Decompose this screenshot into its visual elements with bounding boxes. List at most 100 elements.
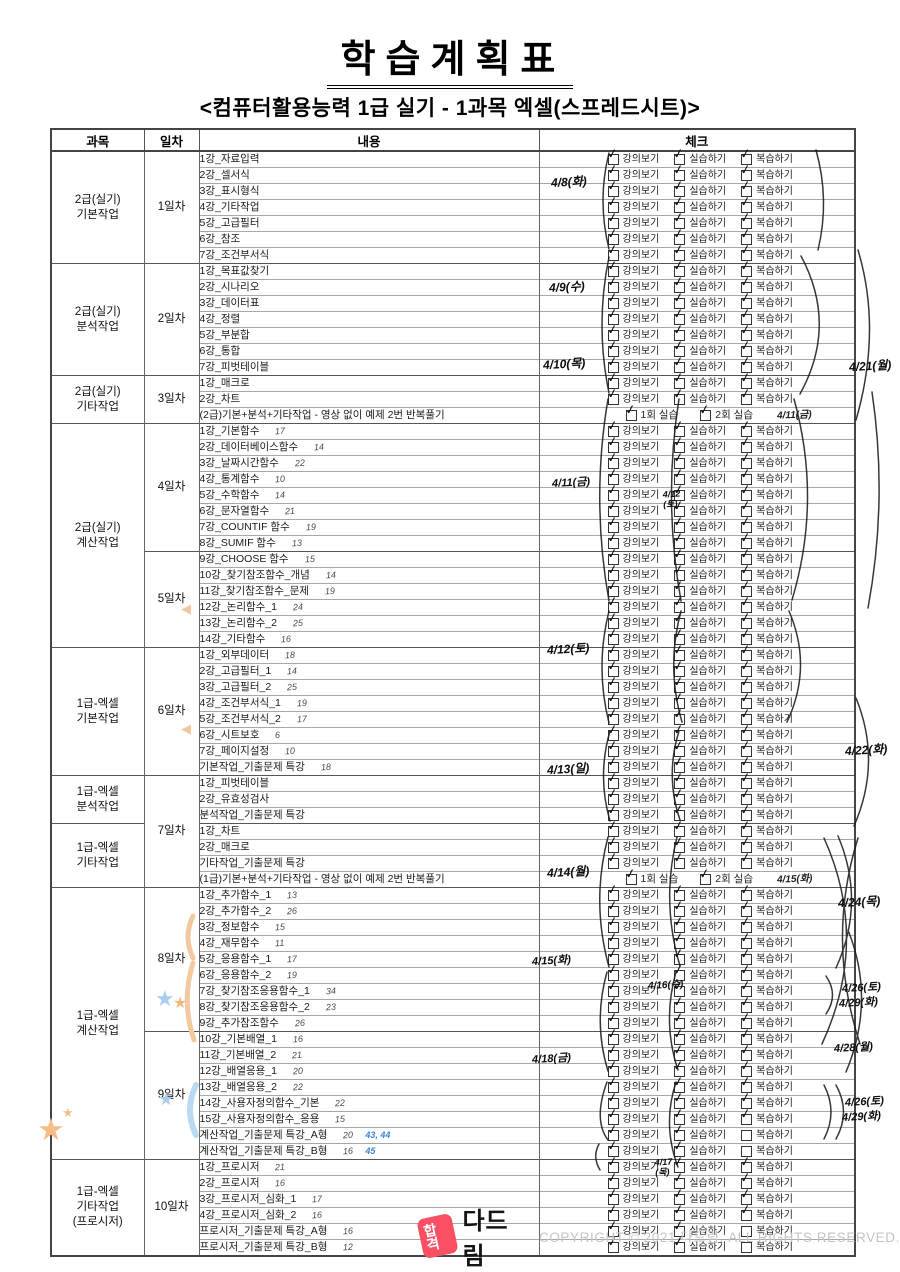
check-item[interactable]: ✓ 복습하기 bbox=[739, 977, 793, 997]
check-item[interactable]: ✓ 복습하기 bbox=[739, 689, 793, 709]
check-item[interactable]: ✓ 실습하기 bbox=[672, 353, 726, 373]
checkbox[interactable]: ✓ bbox=[739, 305, 752, 325]
check-item[interactable]: ✓ 복습하기 bbox=[739, 337, 793, 357]
check-item[interactable]: ✓ 복습하기 bbox=[739, 481, 793, 501]
checkbox[interactable]: ✓ bbox=[739, 289, 752, 309]
checkbox[interactable]: ✓ bbox=[739, 849, 752, 869]
checkbox[interactable]: ✓ bbox=[739, 241, 752, 261]
check-item[interactable]: ✓ 복습하기 bbox=[739, 417, 793, 437]
check-item[interactable]: ✓ 복습하기 bbox=[739, 433, 793, 453]
check-item[interactable]: ✓ 강의보기 bbox=[605, 1233, 659, 1253]
checkbox[interactable]: ✓ bbox=[739, 609, 752, 629]
checkbox[interactable]: ✓ bbox=[739, 1201, 752, 1221]
checkbox[interactable]: ✓ bbox=[672, 161, 685, 181]
checkbox[interactable]: ✓ bbox=[672, 321, 685, 341]
check-item[interactable]: ✓ 복습하기 bbox=[739, 961, 793, 981]
check-item[interactable]: ✓ 복습하기 bbox=[739, 1009, 793, 1029]
check-item[interactable]: ✓ 복습하기 bbox=[739, 593, 793, 613]
checkbox[interactable]: ✓ bbox=[739, 513, 752, 533]
checkbox[interactable]: ✓ bbox=[672, 1057, 685, 1077]
check-item[interactable]: ✓ 복습하기 bbox=[739, 289, 793, 309]
check-item[interactable]: ✓ 실습하기 bbox=[672, 369, 726, 389]
checkbox[interactable]: ✓ bbox=[672, 305, 685, 325]
checkbox[interactable]: ✓ bbox=[739, 593, 752, 613]
check-item[interactable]: ✓ 복습하기 bbox=[739, 145, 793, 165]
checkbox[interactable]: ✓ bbox=[672, 177, 685, 197]
check-item[interactable]: ✓ 실습하기 bbox=[672, 1185, 726, 1205]
checkbox[interactable]: ✓ bbox=[739, 1185, 752, 1205]
checkbox[interactable]: ✓ bbox=[739, 385, 752, 405]
check-item[interactable]: ✓ 복습하기 bbox=[739, 353, 793, 373]
checkbox[interactable]: ✓ bbox=[605, 1201, 619, 1221]
check-item[interactable]: ✓ 강의보기 bbox=[605, 593, 659, 613]
checkbox[interactable]: ✓ bbox=[672, 1185, 685, 1205]
check-item[interactable]: ✓ 복습하기 bbox=[739, 785, 793, 805]
check-item[interactable]: ✓ 복습하기 bbox=[739, 273, 793, 293]
check-item[interactable]: ✓ 복습하기 bbox=[739, 801, 793, 821]
check-item[interactable]: ✓ 복습하기 bbox=[739, 625, 793, 645]
check-item[interactable]: ✓ 실습하기 bbox=[672, 321, 726, 341]
checkbox[interactable]: ✓ bbox=[739, 641, 752, 661]
checkbox[interactable]: ✓ bbox=[623, 401, 637, 421]
checkbox[interactable]: ✓ bbox=[739, 977, 752, 997]
checkbox[interactable]: ✓ bbox=[739, 353, 752, 373]
checkbox[interactable]: ✓ bbox=[605, 385, 619, 405]
check-item[interactable]: ✓ 복습하기 bbox=[739, 225, 793, 245]
checkbox[interactable]: ✓ bbox=[739, 561, 752, 581]
checkbox[interactable]: ✓ bbox=[605, 241, 619, 261]
check-item[interactable]: ✓ 복습하기 bbox=[739, 609, 793, 629]
checkbox[interactable]: ✓ bbox=[672, 385, 685, 405]
checkbox[interactable]: ✓ bbox=[739, 1169, 752, 1189]
check-item[interactable]: ✓ 실습하기 bbox=[672, 1233, 726, 1253]
check-item[interactable]: ✓ 복습하기 bbox=[739, 1089, 793, 1109]
checkbox[interactable]: ✓ bbox=[739, 193, 752, 213]
check-item[interactable]: ✓ 실습하기 bbox=[672, 1057, 726, 1077]
check-item[interactable]: ✓ 복습하기 bbox=[739, 465, 793, 485]
checkbox[interactable]: ✓ bbox=[739, 945, 752, 965]
checkbox[interactable]: ✓ bbox=[672, 1169, 685, 1189]
check-item[interactable]: ✓ 복습하기 bbox=[739, 817, 793, 837]
check-item[interactable]: ✓ 복습하기 bbox=[739, 929, 793, 949]
checkbox[interactable]: ✓ bbox=[672, 849, 685, 869]
check-item[interactable]: ✓ 실습하기 bbox=[672, 305, 726, 325]
check-item[interactable]: ✓ 복습하기 bbox=[739, 721, 793, 741]
check-item[interactable]: ✓ 실습하기 bbox=[672, 289, 726, 309]
check-item[interactable]: 복습하기 bbox=[741, 1146, 793, 1157]
check-item[interactable]: ✓ 복습하기 bbox=[739, 737, 793, 757]
checkbox[interactable] bbox=[741, 1242, 753, 1253]
checkbox[interactable]: ✓ bbox=[739, 1041, 752, 1061]
checkbox[interactable]: ✓ bbox=[739, 257, 752, 277]
check-item[interactable]: ✓ 복습하기 bbox=[739, 1105, 793, 1125]
checkbox[interactable]: ✓ bbox=[739, 817, 752, 837]
checkbox[interactable]: ✓ bbox=[739, 993, 752, 1013]
check-item[interactable]: ✓ 복습하기 bbox=[739, 209, 793, 229]
checkbox[interactable]: ✓ bbox=[739, 273, 752, 293]
check-item[interactable]: ✓ 실습하기 bbox=[672, 161, 726, 181]
check-item[interactable]: ✓ 복습하기 bbox=[739, 913, 793, 933]
checkbox[interactable]: ✓ bbox=[739, 225, 752, 245]
check-item[interactable]: 복습하기 bbox=[741, 1130, 793, 1141]
checkbox[interactable]: ✓ bbox=[739, 1073, 752, 1093]
check-item[interactable]: ✓ 실습하기 bbox=[672, 337, 726, 357]
checkbox[interactable]: ✓ bbox=[672, 209, 685, 229]
check-item[interactable]: ✓ 복습하기 bbox=[739, 529, 793, 549]
checkbox[interactable]: ✓ bbox=[672, 369, 685, 389]
checkbox[interactable]: ✓ bbox=[739, 321, 752, 341]
checkbox[interactable]: ✓ bbox=[739, 497, 752, 517]
checkbox[interactable]: ✓ bbox=[672, 241, 685, 261]
check-item[interactable]: ✓ 복습하기 bbox=[739, 705, 793, 725]
check-item[interactable]: ✓ 복습하기 bbox=[739, 385, 793, 405]
check-item[interactable]: ✓ 복습하기 bbox=[739, 1057, 793, 1077]
checkbox[interactable] bbox=[741, 1130, 753, 1141]
checkbox[interactable]: ✓ bbox=[739, 833, 752, 853]
check-item[interactable]: ✓ 복습하기 bbox=[739, 769, 793, 789]
check-item[interactable]: ✓ 복습하기 bbox=[739, 849, 793, 869]
check-item[interactable]: ✓ 복습하기 bbox=[739, 561, 793, 581]
checkbox[interactable]: ✓ bbox=[739, 689, 752, 709]
check-item[interactable]: ✓ 강의보기 bbox=[605, 1185, 659, 1205]
checkbox[interactable]: ✓ bbox=[739, 433, 752, 453]
checkbox[interactable]: ✓ bbox=[739, 545, 752, 565]
check-item[interactable]: ✓ 복습하기 bbox=[739, 897, 793, 917]
checkbox[interactable]: ✓ bbox=[739, 1009, 752, 1029]
checkbox[interactable]: ✓ bbox=[739, 161, 752, 181]
